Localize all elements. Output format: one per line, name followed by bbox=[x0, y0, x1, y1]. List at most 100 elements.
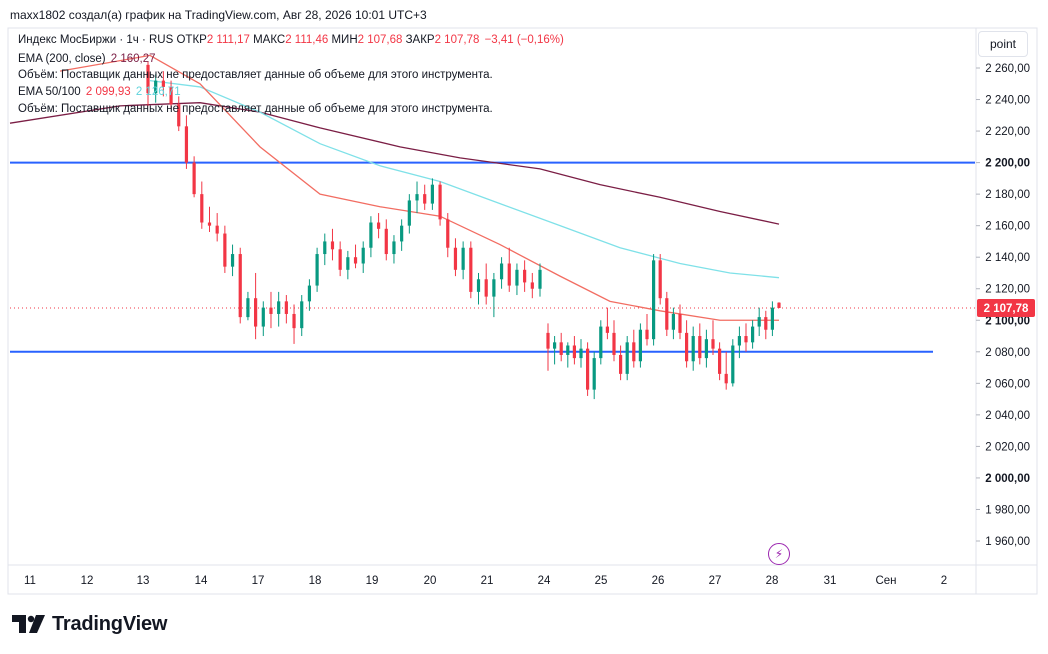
x-tick-label: 20 bbox=[424, 575, 437, 587]
tradingview-brand[interactable]: TradingView bbox=[12, 612, 167, 636]
legend-ema200-label: EMA (200, close) bbox=[18, 53, 106, 65]
candle-body bbox=[353, 257, 358, 264]
candle-body bbox=[546, 332, 550, 349]
x-tick-label: 26 bbox=[652, 575, 665, 587]
x-tick-label: 19 bbox=[366, 575, 379, 587]
candle-body bbox=[469, 247, 473, 292]
y-tick-label: 1 980,00 bbox=[985, 504, 1030, 516]
candle-body bbox=[671, 313, 675, 330]
legend-change: −3,41 (−0,16%) bbox=[484, 34, 564, 46]
legend-ohlc-value: 2 107,78 bbox=[434, 34, 480, 46]
candle-body bbox=[492, 279, 496, 297]
last-price-tag-label: 2 107,78 bbox=[984, 303, 1029, 315]
scale-mode-button[interactable]: point bbox=[978, 31, 1028, 57]
candle-body bbox=[154, 80, 158, 94]
candle-body bbox=[400, 225, 404, 242]
x-tick-label: 17 bbox=[252, 575, 265, 587]
candle-body bbox=[376, 222, 381, 229]
candle-body bbox=[685, 332, 689, 362]
candle-body bbox=[605, 326, 609, 333]
candle-body bbox=[638, 329, 642, 362]
y-tick-label: 2 080,00 bbox=[985, 347, 1030, 359]
y-tick-label: 2 260,00 bbox=[985, 63, 1030, 75]
tradingview-logo-icon bbox=[12, 615, 45, 633]
candle-body bbox=[407, 200, 411, 226]
candle-body bbox=[330, 241, 335, 250]
candle-body bbox=[751, 326, 755, 343]
legend-ohlc-value: 2 111,46 bbox=[285, 34, 329, 46]
candle-body bbox=[553, 342, 557, 349]
ema100-line bbox=[149, 79, 780, 279]
x-tick-label: 2 bbox=[941, 575, 947, 587]
candle-body bbox=[559, 342, 563, 355]
candle-body bbox=[223, 233, 227, 267]
candle-body bbox=[632, 342, 636, 362]
candle-body bbox=[200, 194, 204, 223]
x-tick-label: 14 bbox=[195, 575, 208, 587]
candle-body bbox=[665, 298, 669, 330]
chart-frame bbox=[7, 27, 1038, 595]
candle-body bbox=[215, 225, 219, 234]
x-tick-label: 27 bbox=[709, 575, 722, 587]
candle-body bbox=[599, 326, 603, 359]
candle-body bbox=[538, 269, 542, 289]
candle-body bbox=[530, 282, 534, 289]
legend-ohlc: ОТКР2 111,17 МАКС2 111,46 МИН2 107,68 ЗА… bbox=[176, 34, 479, 46]
candle-body bbox=[430, 184, 434, 204]
x-tick-label: 28 bbox=[766, 575, 779, 587]
candle-body bbox=[184, 126, 189, 163]
legend-volume-note-2: Объём: Поставщик данных не предоставляет… bbox=[18, 103, 493, 115]
legend-ema50-100-label: EMA 50/100 bbox=[18, 86, 81, 98]
legend-ema200-row: EMA (200, close) 2 160,27 bbox=[18, 53, 156, 65]
y-tick-label: 1 960,00 bbox=[985, 536, 1030, 548]
candle-body bbox=[246, 298, 250, 318]
candle-body bbox=[323, 241, 327, 255]
candle-body bbox=[161, 80, 165, 87]
candle-body bbox=[169, 86, 173, 105]
legend-ohlc-label: МИН bbox=[328, 34, 358, 46]
y-tick-label: 2 200,00 bbox=[985, 158, 1030, 170]
y-tick-label: 2 020,00 bbox=[985, 441, 1030, 453]
candle-body bbox=[423, 194, 427, 204]
legend-ohlc-value: 2 107,68 bbox=[357, 34, 403, 46]
y-tick-label: 2 040,00 bbox=[985, 410, 1030, 422]
candle-body bbox=[711, 339, 715, 349]
candle-body bbox=[612, 332, 616, 355]
candle-body bbox=[718, 348, 722, 374]
candle-body bbox=[652, 260, 656, 340]
candle-body bbox=[361, 247, 365, 264]
candle-body bbox=[678, 313, 682, 333]
lightning-icon[interactable]: ⚡ bbox=[768, 543, 790, 565]
legend-ohlc-макс: МАКС2 111,46 bbox=[250, 34, 328, 46]
candle-body bbox=[476, 279, 481, 292]
candle-body bbox=[177, 104, 181, 127]
y-tick-label: 2 060,00 bbox=[985, 378, 1030, 390]
candle-body bbox=[230, 254, 235, 267]
y-tick-label: 2 180,00 bbox=[985, 189, 1030, 201]
x-tick-label: 21 bbox=[481, 575, 494, 587]
y-tick-label: 2 140,00 bbox=[985, 252, 1030, 264]
x-tick-label: 12 bbox=[81, 575, 94, 587]
candle-body bbox=[261, 307, 265, 327]
y-tick-label: 2 160,00 bbox=[985, 221, 1030, 233]
candle-body bbox=[515, 269, 519, 286]
candle-body bbox=[737, 336, 741, 346]
candle-body bbox=[507, 263, 511, 286]
ema200-line bbox=[9, 102, 780, 225]
candle-body bbox=[625, 342, 629, 374]
candle-body bbox=[207, 222, 212, 226]
legend-ohlc-откр: ОТКР2 111,17 bbox=[176, 34, 249, 46]
candle-body bbox=[369, 222, 373, 248]
last-price-tag bbox=[977, 299, 1035, 318]
legend-ohlc-label: ЗАКР bbox=[402, 34, 435, 46]
candle-body bbox=[499, 263, 504, 280]
legend-ohlc-value: 2 111,17 bbox=[206, 34, 250, 46]
candle-body bbox=[579, 348, 583, 359]
candle-body bbox=[691, 336, 695, 362]
candle-body bbox=[764, 317, 768, 330]
candle-body bbox=[307, 285, 312, 302]
legend-ema100-value: 2 126,71 bbox=[135, 86, 181, 98]
legend-volume-note: Объём: Поставщик данных не предоставляет… bbox=[18, 69, 493, 81]
candle-body bbox=[146, 64, 150, 94]
